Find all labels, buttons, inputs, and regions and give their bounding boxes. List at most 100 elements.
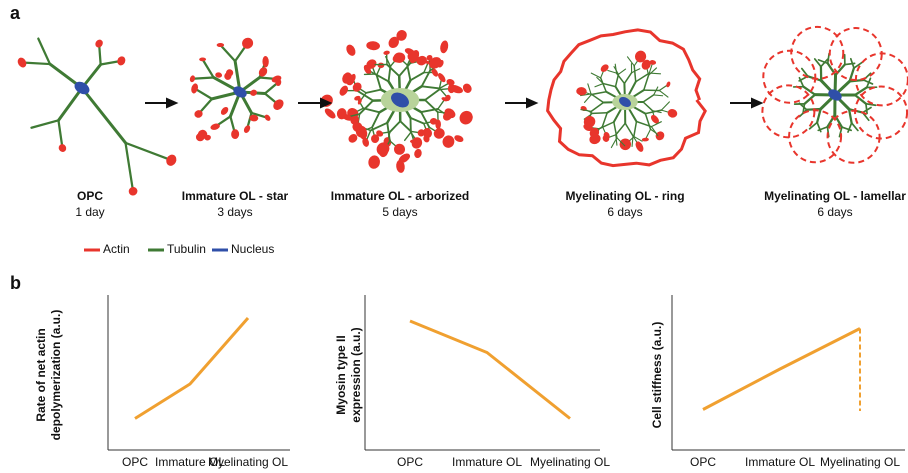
x-tick-label: Myelinating OL	[208, 455, 288, 469]
process	[366, 90, 381, 93]
process	[611, 138, 617, 148]
stage-time: 1 day	[75, 205, 104, 219]
data-line	[703, 329, 860, 410]
process	[405, 132, 411, 140]
process	[192, 77, 213, 78]
actin-patch	[199, 57, 206, 61]
actin-patch	[667, 108, 679, 119]
stage-name: OPC	[77, 189, 103, 203]
y-axis-label: Rate of net actin	[34, 328, 48, 421]
actin-patch	[344, 43, 357, 57]
actin-patch	[634, 140, 645, 153]
x-tick-label: Immature OL	[452, 455, 522, 469]
process	[618, 69, 625, 74]
actin-patch	[116, 55, 127, 67]
process	[372, 112, 379, 127]
x-tick-label: OPC	[397, 455, 423, 469]
process	[38, 39, 50, 64]
y-axis-label: Cell stiffness (a.u.)	[650, 322, 664, 429]
process	[634, 66, 636, 82]
stage-time: 3 days	[217, 205, 252, 219]
process	[425, 90, 439, 100]
panel-label: a	[10, 3, 21, 23]
actin-patch	[665, 81, 671, 88]
actin-patch	[231, 129, 240, 139]
process	[58, 88, 82, 120]
actin-patch	[366, 41, 380, 51]
process	[625, 123, 633, 136]
process	[608, 70, 617, 73]
actin-patch	[190, 83, 199, 95]
actin-patch	[217, 43, 225, 47]
process	[643, 95, 654, 102]
process	[422, 86, 440, 88]
actin-patch	[654, 130, 666, 142]
actin-patch	[410, 136, 424, 151]
y-axis-label: expression (a.u.)	[349, 327, 363, 422]
process	[593, 113, 608, 114]
process	[410, 73, 423, 81]
process	[421, 112, 429, 127]
actin-patch	[618, 137, 633, 152]
actin-patch	[164, 153, 178, 168]
x-tick-label: OPC	[690, 455, 716, 469]
stage-name: Immature OL - arborized	[331, 189, 469, 203]
figure: a OPC 1 day Immature OL - star 3 days Immatur…	[0, 0, 908, 473]
process	[661, 102, 669, 110]
actin-patch	[243, 124, 252, 134]
data-line	[135, 318, 248, 419]
process	[203, 59, 214, 77]
stage-time: 6 days	[607, 205, 642, 219]
actin-patch	[57, 143, 67, 154]
process	[588, 84, 591, 94]
process	[632, 69, 640, 73]
actin-patch	[240, 35, 256, 51]
stage-name: Myelinating OL - lamellar	[764, 189, 906, 203]
process	[634, 122, 637, 138]
process	[603, 84, 615, 87]
process	[591, 94, 603, 103]
x-tick-label: Immature OL	[745, 455, 815, 469]
process	[627, 57, 634, 66]
actin-patch	[189, 75, 196, 83]
legend-label: Actin	[103, 242, 130, 256]
process	[126, 143, 172, 160]
actin-patch	[642, 138, 649, 142]
process	[644, 75, 649, 90]
process	[616, 123, 625, 135]
actin-patch	[383, 50, 390, 55]
process	[591, 102, 603, 111]
legend-label: Tubulin	[167, 242, 206, 256]
actin-patch	[323, 107, 337, 121]
actin-patch	[249, 89, 258, 97]
process	[654, 95, 663, 96]
process	[602, 113, 607, 127]
actin-patch	[127, 185, 139, 197]
stage-name: Immature OL - star	[182, 189, 289, 203]
process	[585, 95, 592, 103]
cell-diagrams	[16, 27, 908, 197]
y-axis-label: depolymerization (a.u.)	[49, 310, 63, 441]
actin-patch	[377, 62, 384, 68]
actin-patch	[461, 82, 473, 95]
actin-patch	[367, 155, 380, 170]
actin-patch	[413, 148, 422, 159]
process	[624, 73, 631, 84]
process	[126, 143, 134, 191]
process	[220, 45, 235, 61]
actin-patch	[439, 40, 449, 54]
actin-patch	[94, 38, 105, 49]
process	[407, 65, 410, 80]
actin-patch	[599, 63, 610, 74]
y-axis-label: Myosin type II	[334, 335, 348, 414]
process	[31, 120, 58, 127]
data-line	[410, 321, 570, 419]
actin-patch	[436, 72, 447, 84]
actin-patch	[219, 106, 229, 117]
legend-label: Nucleus	[231, 242, 274, 256]
process	[591, 92, 606, 95]
process	[615, 64, 616, 73]
panel-label: b	[10, 273, 21, 293]
actin-patch	[453, 134, 464, 143]
process	[390, 121, 400, 132]
